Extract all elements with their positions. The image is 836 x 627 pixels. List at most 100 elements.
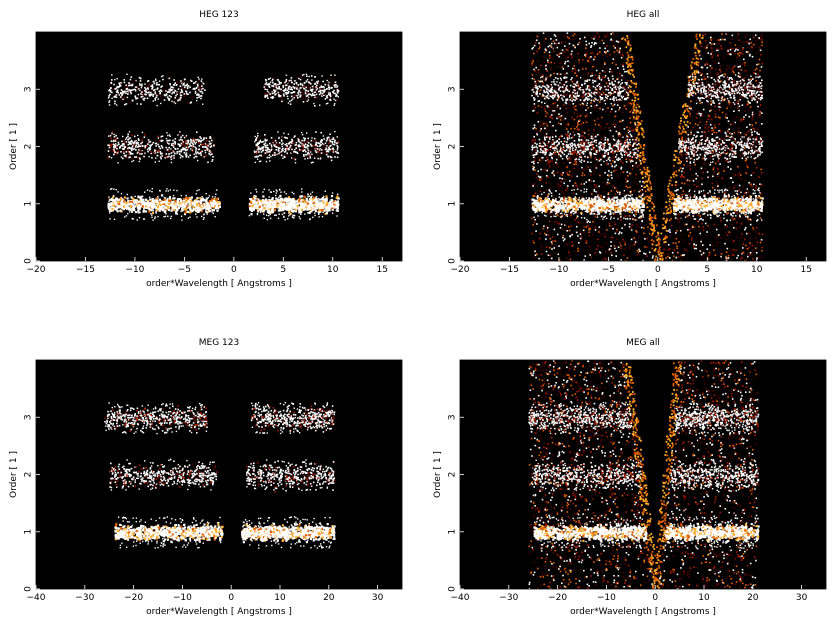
halo-cell: [335, 207, 338, 209]
band-cell: [198, 139, 201, 142]
band-cell: [280, 150, 282, 153]
band-cell: [122, 92, 125, 95]
x-tick-label: −15: [76, 265, 95, 275]
cone-cell: [636, 140, 638, 142]
cone-cell: [531, 48, 533, 50]
band-cell: [176, 209, 179, 212]
cone-cell: [751, 97, 753, 99]
halo-cell: [180, 94, 183, 96]
cone-cell: [729, 48, 732, 51]
band-cell: [151, 203, 154, 206]
band-cell: [283, 95, 285, 97]
halo-cell: [265, 201, 267, 203]
band-cell: [296, 95, 299, 97]
cone-cell: [594, 105, 596, 107]
band-cell: [211, 159, 214, 161]
halo-cell: [157, 215, 159, 218]
band-cell: [329, 148, 331, 151]
band-cell: [124, 206, 127, 209]
band-cell: [196, 83, 199, 86]
cone-cell: [541, 253, 543, 255]
plot-area: [36, 32, 402, 261]
cone-cell: [552, 164, 555, 166]
halo-cell: [145, 206, 147, 209]
band-cell: [113, 138, 116, 140]
cone-cell: [590, 154, 592, 156]
band-cell: [309, 199, 313, 203]
band-cell: [217, 204, 220, 207]
band-cell: [121, 145, 124, 147]
cone-cell: [638, 164, 641, 167]
band-cell: [122, 199, 125, 202]
band-cell: [266, 200, 269, 203]
band-cell: [129, 156, 131, 158]
cone-cell: [560, 52, 563, 55]
cone-cell: [571, 97, 573, 99]
band-cell: [195, 203, 198, 206]
cone-cell: [733, 121, 735, 124]
cone-cell: [635, 138, 637, 141]
band-cell: [303, 86, 306, 88]
band-cell: [335, 150, 337, 153]
band-cell: [327, 84, 330, 86]
band-cell: [294, 135, 296, 137]
band-cell: [163, 198, 166, 201]
band-cell: [184, 148, 187, 150]
band-cell: [313, 137, 316, 140]
band-cell: [289, 212, 292, 215]
band-cell: [314, 94, 316, 96]
halo-cell: [131, 208, 133, 210]
band-cell: [274, 89, 276, 92]
band-cell: [112, 150, 115, 153]
band-cell: [286, 202, 289, 205]
band-cell: [145, 89, 147, 91]
band-cell: [163, 94, 166, 96]
band-cell: [131, 157, 134, 160]
cone-cell: [749, 38, 751, 41]
band-cell: [299, 145, 302, 147]
band-cell: [302, 147, 305, 150]
band-cell: [153, 206, 156, 209]
band-cell: [289, 146, 291, 149]
cone-cell: [749, 81, 752, 83]
band-cell: [133, 89, 136, 92]
halo-cell: [174, 197, 176, 199]
cone-cell: [576, 225, 578, 228]
cone-cell: [716, 72, 718, 75]
cone-cell: [707, 92, 709, 94]
band-cell: [146, 145, 148, 147]
band-cell: [212, 209, 215, 212]
band-cell: [290, 151, 293, 153]
halo-cell: [177, 134, 179, 136]
cone-cell: [621, 53, 623, 56]
band-cell: [151, 211, 155, 215]
band-cell: [304, 146, 306, 148]
cone-cell: [632, 165, 634, 167]
band-cell: [311, 85, 314, 88]
halo-cell: [143, 207, 145, 209]
band-cell: [325, 199, 328, 202]
band-cell: [331, 86, 333, 89]
halo-cell: [192, 202, 194, 205]
halo-cell: [155, 79, 157, 82]
band-cell: [284, 150, 287, 152]
halo-cell: [252, 199, 254, 202]
cone-cell: [721, 111, 724, 114]
halo-cell: [248, 214, 251, 217]
halo-cell: [270, 210, 272, 212]
band-cell: [336, 200, 340, 203]
band-cell: [309, 93, 312, 96]
band-cell: [122, 201, 125, 205]
band-cell: [309, 206, 312, 209]
band-cell: [334, 86, 336, 88]
band-cell: [316, 205, 319, 208]
band-cell: [171, 92, 173, 95]
halo-cell: [307, 157, 309, 160]
band-cell: [192, 137, 195, 140]
halo-cell: [287, 133, 290, 135]
band-cell: [127, 150, 129, 153]
band-cell: [128, 146, 130, 149]
halo-cell: [204, 151, 207, 154]
band-cell: [150, 85, 153, 87]
band-cell: [196, 94, 198, 96]
